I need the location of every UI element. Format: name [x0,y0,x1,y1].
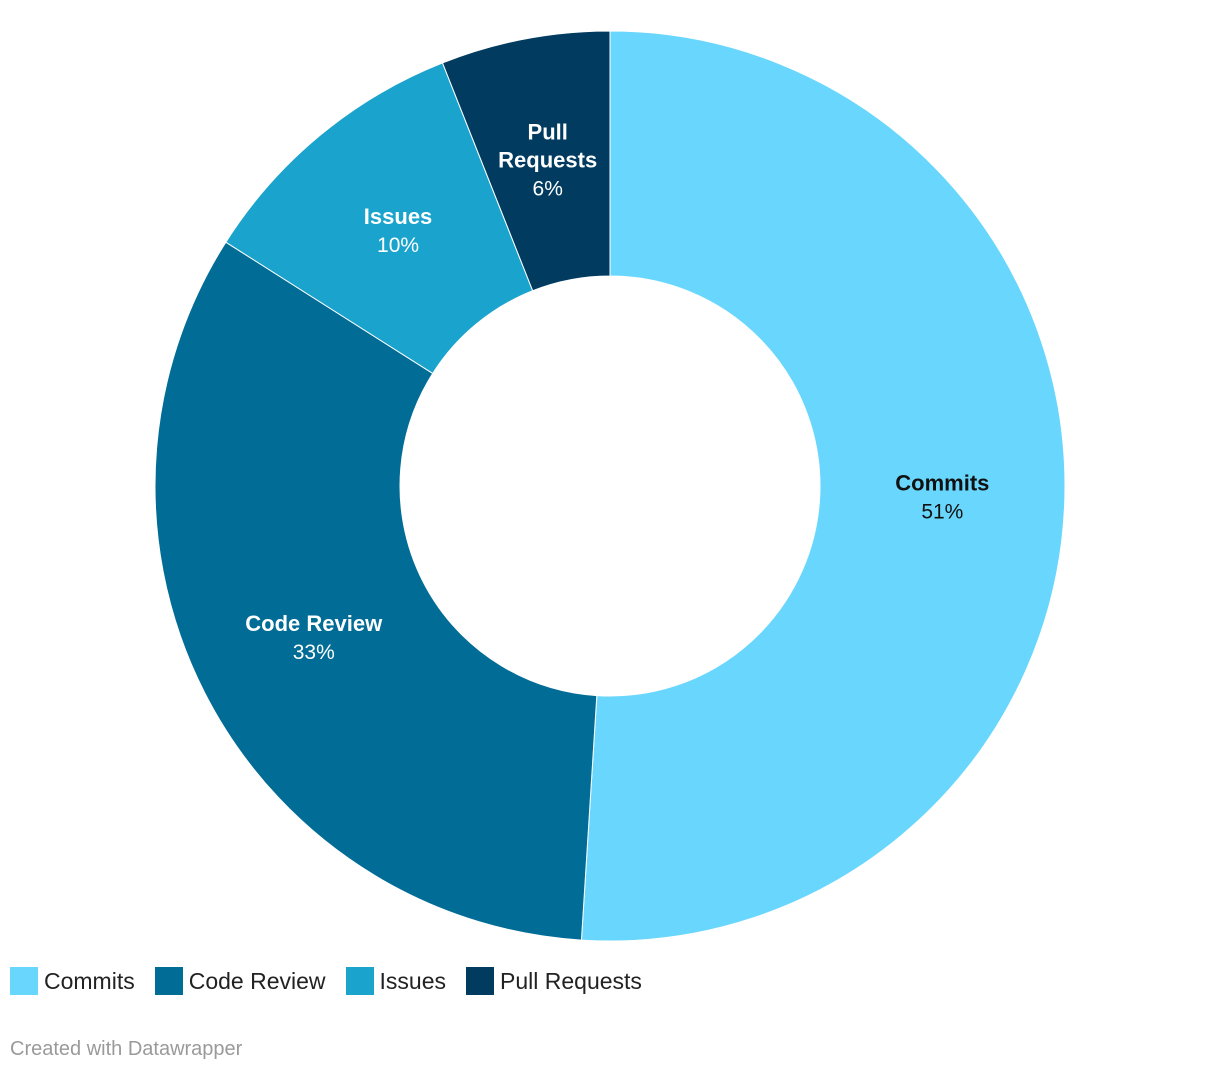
slice-label-pull-requests: Pull Requests [498,119,597,172]
slice-value-code-review: 33% [293,641,335,664]
legend-swatch-code-review [154,967,183,995]
legend-label-commits: Commits [44,967,135,994]
slice-pull-requests [441,30,611,292]
legend-swatch-commits [10,967,38,995]
slice-issues [225,62,534,375]
slice-value-issues: 10% [377,234,419,257]
slice-label-issues: Issues [364,204,433,229]
legend-swatch-issues [345,967,374,995]
slice-value-commits: 51% [921,500,963,523]
legend-label-issues: Issues [379,967,447,994]
slice-code-review [154,241,598,941]
legend-swatch-pull-requests [466,967,495,995]
legend-item-commits: Commits [10,967,135,995]
legend-item-code-review: Code Review [154,967,326,995]
donut-chart: Commits 51% Code Review 33% Issues 10% Pull Req… [154,30,1066,942]
legend-label-code-review: Code Review [188,967,326,994]
legend-item-issues: Issues [345,967,447,995]
slice-labels: Commits 51% Code Review 33% Issues 10% Pull Req… [245,119,989,664]
slice-value-pull-requests: 6% [533,177,563,200]
slice-commits [580,30,1066,942]
legend-item-pull-requests: Pull Requests [466,967,642,995]
slice-label-commits: Commits [895,470,989,495]
donut-slices [154,30,1066,942]
legend-label-pull-requests: Pull Requests [500,967,642,994]
slice-label-code-review: Code Review [245,611,383,636]
footer-credit[interactable]: Created with Datawrapper [10,1038,243,1060]
legend: Commits Code Review Issues Pull Requests [10,965,662,997]
